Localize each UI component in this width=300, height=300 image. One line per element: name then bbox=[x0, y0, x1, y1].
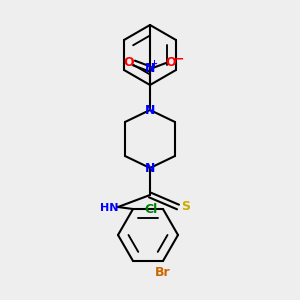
Text: −: − bbox=[174, 52, 184, 65]
Text: Br: Br bbox=[155, 266, 171, 280]
Text: Cl: Cl bbox=[144, 202, 158, 215]
Text: N: N bbox=[145, 103, 155, 116]
Text: HN: HN bbox=[100, 203, 118, 213]
Text: O: O bbox=[124, 56, 134, 70]
Text: +: + bbox=[151, 59, 158, 68]
Text: S: S bbox=[182, 200, 190, 214]
Text: O: O bbox=[166, 56, 176, 70]
Text: N: N bbox=[145, 62, 155, 76]
Text: N: N bbox=[145, 161, 155, 175]
